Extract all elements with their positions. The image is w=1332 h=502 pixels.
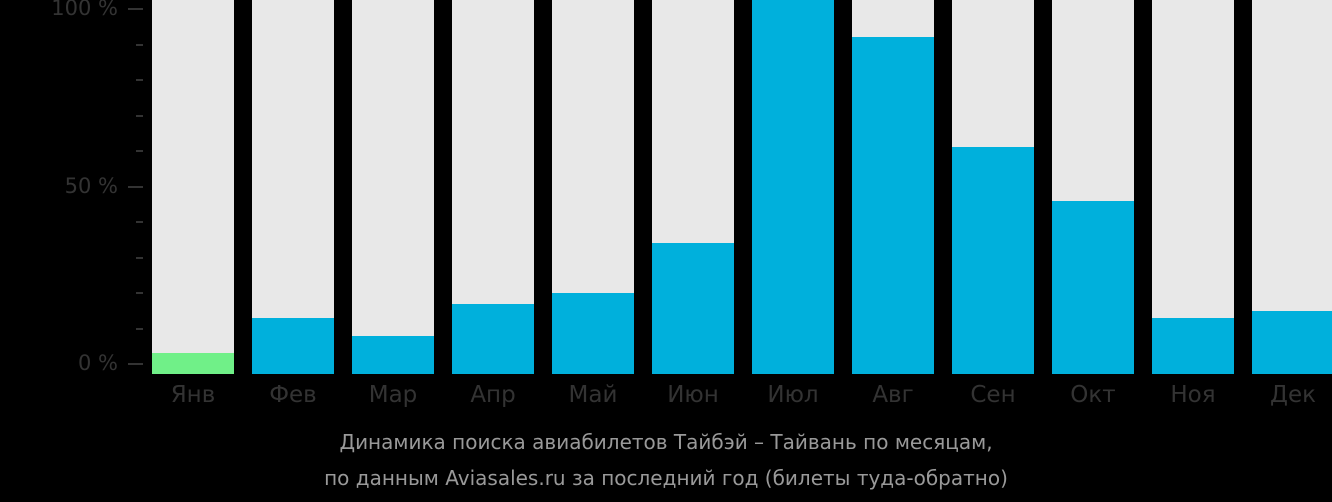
x-tick-label: Янв	[170, 382, 216, 408]
y-major-tick	[128, 185, 143, 188]
bar-track	[152, 0, 234, 374]
x-tick-label: Апр	[470, 382, 516, 408]
x-tick-label: Май	[568, 382, 618, 408]
bar-track	[1152, 0, 1234, 374]
bar-fill	[652, 243, 734, 374]
y-minor-tick	[136, 221, 143, 223]
bar-track	[552, 0, 634, 374]
x-tick-label: Июн	[667, 382, 719, 408]
bar-track	[1052, 0, 1134, 374]
x-tick-label: Дек	[1269, 382, 1316, 408]
y-minor-tick	[136, 327, 143, 330]
y-minor-tick	[136, 292, 143, 294]
bar-fill	[1052, 200, 1134, 374]
x-tick-label: Фев	[269, 382, 317, 408]
bar-fill	[752, 0, 834, 374]
bar-fill	[352, 335, 434, 374]
bar-fill	[552, 293, 634, 374]
y-tick-label-50: 50 %	[64, 174, 118, 198]
bar-fill	[952, 147, 1034, 374]
bar-track	[452, 0, 534, 374]
bar-track	[252, 0, 334, 374]
y-tick-label-0: 0 %	[78, 351, 118, 375]
bar-track	[652, 0, 734, 374]
x-tick-label: Авг	[872, 382, 914, 408]
y-major-tick	[128, 8, 143, 10]
bar-fill	[452, 303, 534, 374]
y-major-tick	[128, 363, 143, 365]
chart-caption-line1: Динамика поиска авиабилетов Тайбэй – Тай…	[339, 430, 993, 454]
bar-track	[352, 0, 434, 374]
x-tick-label: Сен	[970, 382, 1016, 408]
y-minor-tick	[136, 256, 143, 259]
x-tick-label: Ноя	[1170, 382, 1216, 408]
bar-track	[952, 0, 1034, 374]
x-tick-label: Июл	[767, 382, 819, 408]
bar-fill-highlight	[152, 353, 234, 374]
y-minor-tick	[136, 43, 143, 46]
chart-caption-line2: по данным Aviasales.ru за последний год …	[324, 466, 1008, 490]
bar-fill	[1252, 310, 1332, 374]
bar-track	[752, 0, 834, 374]
y-minor-tick	[136, 150, 143, 152]
bar-fill	[252, 317, 334, 374]
y-minor-tick	[136, 79, 143, 81]
x-tick-label: Окт	[1070, 382, 1116, 408]
bar-fill	[852, 37, 934, 374]
bar-track	[1252, 0, 1332, 374]
bar-fill	[1152, 317, 1234, 374]
x-tick-label: Мар	[368, 382, 418, 408]
y-tick-label-100: 100 %	[51, 0, 118, 20]
bar-track	[852, 0, 934, 374]
y-minor-tick	[136, 114, 143, 117]
